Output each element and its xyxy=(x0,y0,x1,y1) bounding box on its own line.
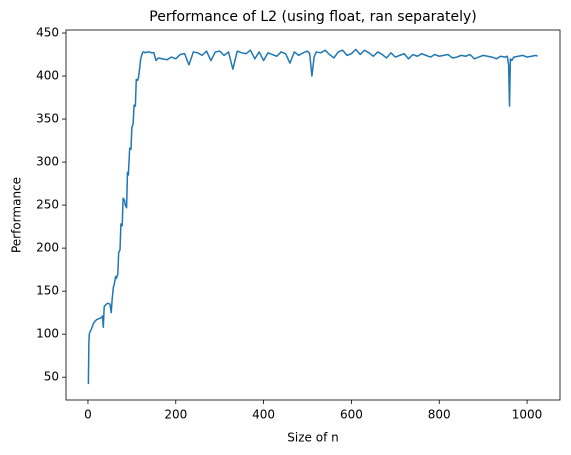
y-tick-label: 50 xyxy=(44,370,59,384)
x-tick-label: 400 xyxy=(252,408,275,422)
y-tick-label: 100 xyxy=(36,327,59,341)
plot-frame xyxy=(65,29,561,401)
y-tick-label: 250 xyxy=(36,198,59,212)
x-tick-label: 200 xyxy=(164,408,187,422)
y-tick-label: 150 xyxy=(36,284,59,298)
y-tick-label: 400 xyxy=(36,69,59,83)
y-tick-label: 300 xyxy=(36,155,59,169)
y-axis-label: Performance xyxy=(10,177,24,253)
y-tick-label: 350 xyxy=(36,112,59,126)
x-tick-label: 800 xyxy=(428,408,451,422)
chart-title: Performance of L2 (using float, ran sepa… xyxy=(149,9,476,25)
x-tick-label: 1000 xyxy=(512,408,543,422)
y-tick-label: 200 xyxy=(36,241,59,255)
y-tick-label: 450 xyxy=(36,26,59,40)
x-axis-label: Size of n xyxy=(287,431,338,445)
x-tick-label: 0 xyxy=(84,408,92,422)
data-line xyxy=(87,48,538,385)
x-tick-label: 600 xyxy=(340,408,363,422)
